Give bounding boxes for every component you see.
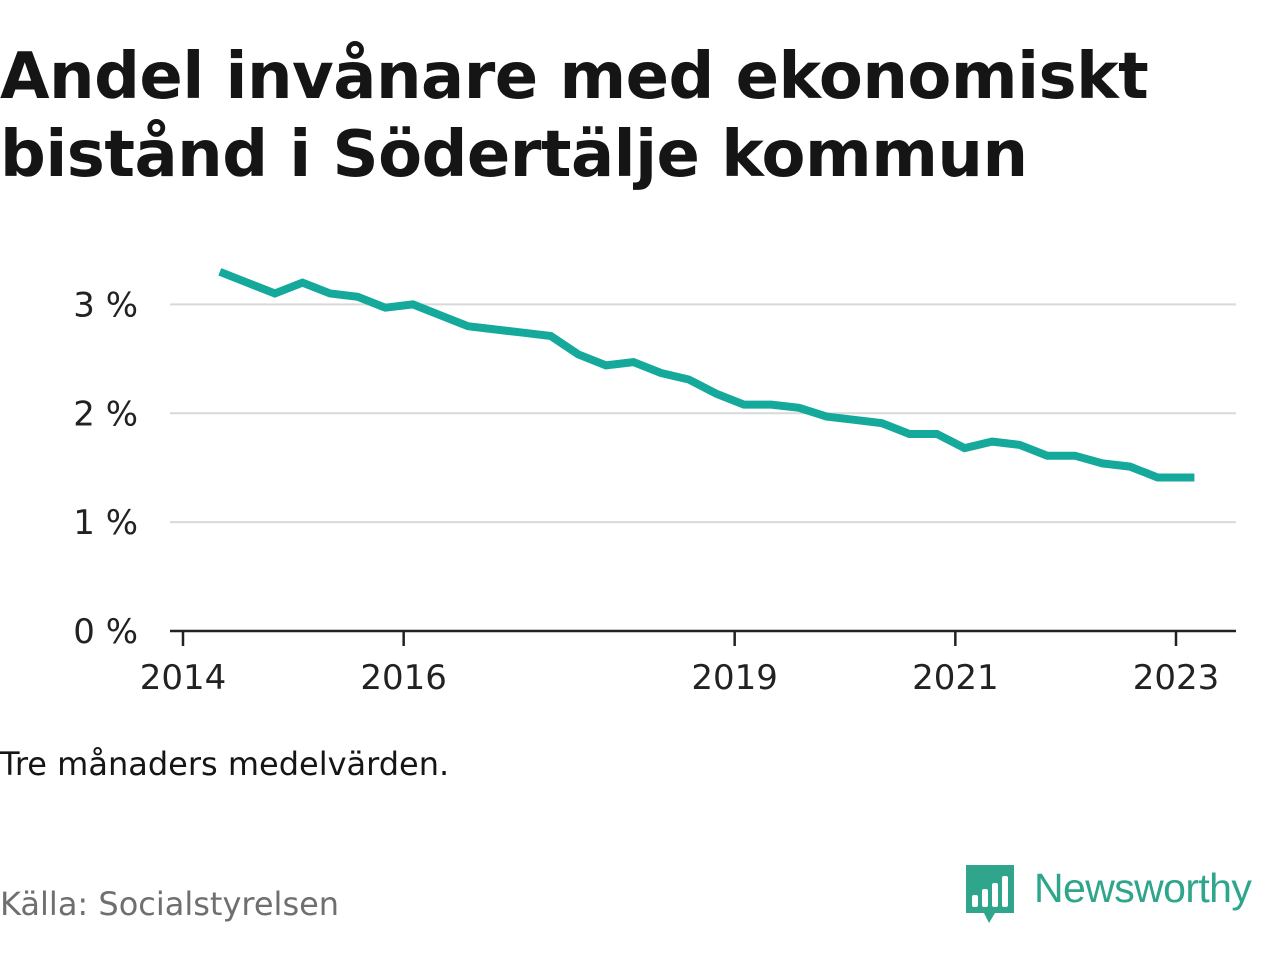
chart-note: Tre månaders medelvärden. [0, 745, 450, 783]
y-tick-label: 0 % [73, 612, 138, 652]
x-axis-labels: 2014 2016 2019 2021 2023 [140, 658, 1220, 698]
x-tick-label: 2016 [360, 658, 447, 698]
y-tick-label: 1 % [73, 503, 138, 543]
series-line [218, 268, 1195, 482]
x-tick-label: 2014 [140, 658, 227, 698]
grid-lines [170, 303, 1236, 524]
y-tick-label: 3 % [73, 285, 138, 325]
x-tick-label: 2021 [912, 658, 999, 698]
brand-name: Newsworthy [1034, 865, 1252, 911]
series-layer [218, 268, 1195, 482]
x-tick-label: 2023 [1133, 658, 1220, 698]
x-axis [170, 629, 1236, 646]
y-axis-labels: 0 % 1 % 2 % 3 % [73, 285, 138, 652]
line-chart: 0 % 1 % 2 % 3 % 2014 2016 2019 2021 2023 [73, 268, 1236, 698]
chart-title: Andel invånare med ekonomiskt bistånd i … [0, 40, 1149, 192]
newsworthy-brand: Newsworthy [964, 862, 1279, 928]
newsworthy-chart-logo-icon [966, 865, 1014, 923]
x-tick-label: 2019 [691, 658, 778, 698]
source-credit: Källa: Socialstyrelsen [0, 885, 340, 923]
y-tick-label: 2 % [73, 394, 138, 434]
